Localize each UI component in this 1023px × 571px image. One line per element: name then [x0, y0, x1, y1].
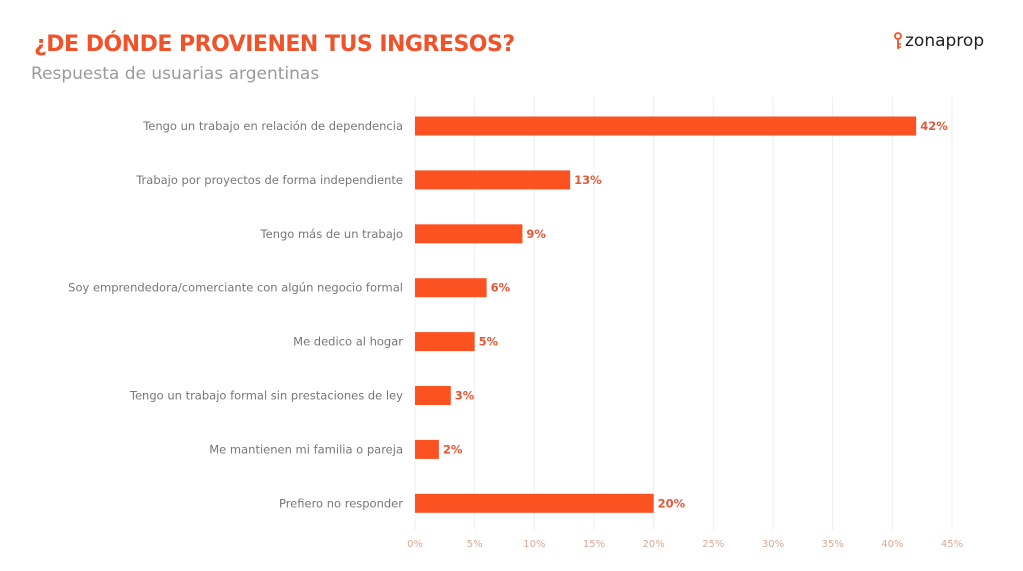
data-label: 3% [455, 389, 475, 403]
bar [415, 493, 654, 513]
data-label: 2% [443, 442, 463, 456]
x-tick-label: 15% [583, 539, 605, 550]
page-title: ¿DE DÓNDE PROVIENEN TUS INGRESOS? [34, 32, 515, 57]
bar [415, 439, 439, 459]
bar [415, 332, 475, 352]
x-tick-label: 35% [822, 539, 844, 550]
zonaprop-logo: zonaprop [893, 31, 984, 51]
x-tick-label: 30% [762, 539, 784, 550]
bar [415, 386, 451, 405]
data-label: 20% [658, 496, 686, 510]
data-label: 42% [920, 119, 948, 133]
x-tick-label: 45% [941, 539, 963, 550]
logo-text: zonaprop [905, 31, 985, 51]
data-label: 6% [491, 281, 511, 295]
bar [415, 278, 487, 298]
x-tick-label: 20% [643, 539, 665, 550]
category-label: Me mantienen mi familia o pareja [209, 442, 403, 456]
data-label: 5% [479, 335, 499, 349]
bar [415, 116, 917, 136]
category-label: Prefiero no responder [279, 496, 403, 510]
category-label: Tengo más de un trabajo [260, 227, 403, 241]
page-subtitle: Respuesta de usuarias argentinas [31, 64, 320, 84]
x-tick-label: 40% [881, 539, 903, 550]
x-tick-label: 25% [702, 539, 724, 550]
data-label: 9% [526, 227, 546, 241]
bar [415, 224, 523, 244]
x-tick-label: 5% [467, 539, 483, 550]
x-tick-label: 10% [523, 539, 545, 550]
category-label: Soy emprendedora/comerciante con algún n… [68, 281, 403, 295]
data-label: 13% [574, 173, 602, 187]
x-tick-label: 0% [407, 539, 423, 550]
category-label: Tengo un trabajo formal sin prestaciones… [129, 389, 403, 403]
bar [415, 170, 571, 190]
category-label: Me dedico al hogar [293, 335, 403, 349]
category-label: Trabajo por proyectos de forma independi… [135, 173, 403, 187]
category-label: Tengo un trabajo en relación de dependen… [142, 119, 403, 133]
key-icon [894, 32, 902, 49]
